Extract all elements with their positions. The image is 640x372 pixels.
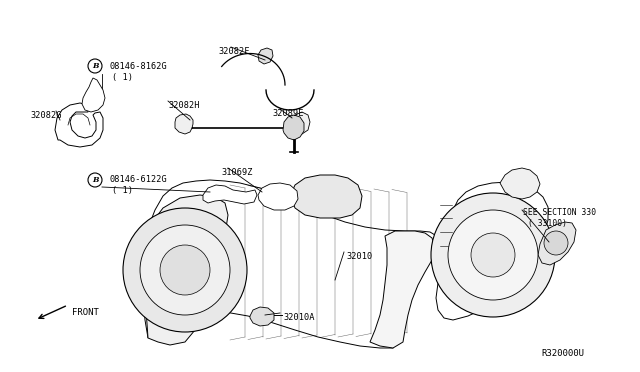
Text: B: B <box>92 62 99 70</box>
Polygon shape <box>436 182 548 320</box>
Text: 32082H: 32082H <box>168 101 200 110</box>
Text: 32082G: 32082G <box>30 111 61 120</box>
Polygon shape <box>55 103 103 147</box>
Polygon shape <box>82 78 105 112</box>
Text: 32089E: 32089E <box>272 109 303 118</box>
Text: ( 1): ( 1) <box>112 73 133 82</box>
Polygon shape <box>258 183 298 210</box>
Polygon shape <box>203 185 257 204</box>
Circle shape <box>471 233 515 277</box>
Text: FRONT: FRONT <box>72 308 99 317</box>
Text: 08146-6122G: 08146-6122G <box>109 175 167 184</box>
Text: 32010A: 32010A <box>283 313 314 322</box>
Text: R320000U: R320000U <box>541 349 584 358</box>
Text: B: B <box>92 176 99 184</box>
Polygon shape <box>290 175 362 218</box>
Circle shape <box>140 225 230 315</box>
Circle shape <box>88 59 102 73</box>
Polygon shape <box>143 195 228 345</box>
Text: 31069Z: 31069Z <box>221 168 253 177</box>
Polygon shape <box>500 168 540 199</box>
Circle shape <box>544 231 568 255</box>
Circle shape <box>448 210 538 300</box>
Circle shape <box>123 208 247 332</box>
Polygon shape <box>250 307 274 326</box>
Polygon shape <box>142 180 437 348</box>
Text: 32010: 32010 <box>346 252 372 261</box>
Circle shape <box>88 173 102 187</box>
Polygon shape <box>283 115 304 140</box>
Polygon shape <box>258 48 273 64</box>
Text: 08146-8162G: 08146-8162G <box>109 62 167 71</box>
Text: 32082F: 32082F <box>218 47 250 56</box>
Text: SEE SECTION 330: SEE SECTION 330 <box>523 208 596 217</box>
Circle shape <box>160 245 210 295</box>
Circle shape <box>431 193 555 317</box>
Polygon shape <box>175 112 310 134</box>
Text: ( 33100): ( 33100) <box>528 219 567 228</box>
Polygon shape <box>538 222 576 265</box>
Polygon shape <box>370 231 435 348</box>
Text: ( 1): ( 1) <box>112 186 133 195</box>
